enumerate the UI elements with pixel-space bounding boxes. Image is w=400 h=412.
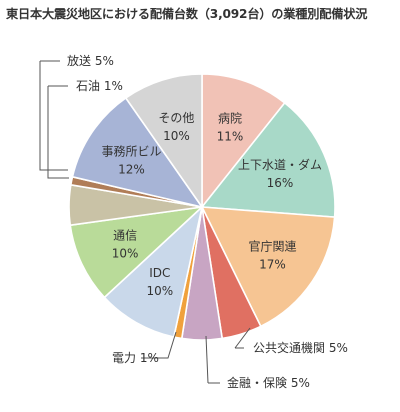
pie-slice-10 (71, 96, 204, 209)
pie-slice-11 (124, 73, 203, 210)
slice-value-6: 10% (146, 284, 173, 298)
leader-line-5 (150, 331, 177, 359)
pie-slice-0 (201, 73, 286, 210)
slice-label-7: 通信 (113, 228, 137, 242)
slice-label-6: IDC (149, 266, 170, 280)
slice-value-7: 10% (112, 246, 139, 260)
slice-label-1: 上下水道・ダム (238, 157, 322, 172)
slice-value-1: 16% (267, 176, 294, 190)
pie-slice-2 (200, 206, 336, 328)
pie-slice-7 (69, 205, 205, 299)
pie-slice-1 (200, 101, 336, 218)
slice-label-11: その他 (158, 111, 194, 125)
leader-line-9 (47, 86, 69, 179)
chart-title: 東日本大震災地区における配備台数（3,092台）の業種別配備状況 (6, 7, 368, 21)
slice-value-2: 17% (259, 258, 286, 272)
leader-line-8 (39, 61, 68, 171)
slice-value-10: 12% (118, 162, 145, 176)
pie-slice-6 (103, 204, 204, 338)
slice-outside-label-8: 放送 5% (67, 53, 114, 68)
slice-outside-label-9: 石油 1% (76, 79, 123, 93)
slice-label-0: 病院 (218, 111, 242, 126)
leader-line-4 (205, 335, 209, 384)
leader-line-3 (234, 327, 251, 349)
slice-value-11: 10% (163, 129, 190, 143)
slice-value-0: 11% (217, 130, 244, 144)
slice-label-2: 官庁関連 (248, 239, 296, 254)
slice-outside-label-3: 公共交通機関 5% (253, 340, 348, 355)
slice-outside-label-4: 金融・保険 5% (227, 375, 310, 390)
slice-label-10: 事務所ビル (101, 144, 161, 158)
slice-outside-label-5: 電力 1% (112, 351, 159, 365)
